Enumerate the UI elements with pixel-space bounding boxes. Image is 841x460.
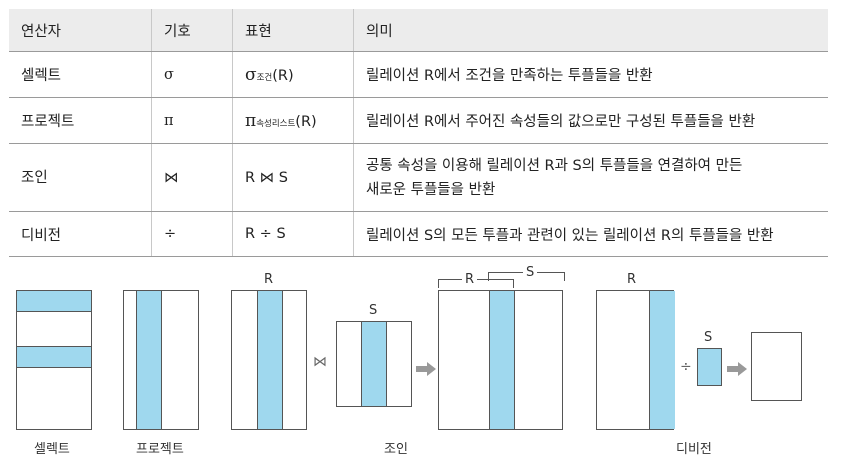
- expr-main: σ: [245, 64, 257, 85]
- division-label-s: S: [704, 330, 713, 345]
- division-result-box: [751, 332, 802, 401]
- operator-expression: σ조건(R): [232, 51, 354, 98]
- join-result-common-column: [489, 291, 515, 429]
- division-label-r: R: [627, 272, 637, 287]
- select-highlight-row: [17, 290, 91, 312]
- join-label-s: S: [369, 303, 378, 318]
- operator-name: 조인: [9, 143, 152, 212]
- join-s-common-column: [361, 322, 387, 406]
- operator-table: 연산자 기호 표현 의미 셀렉트 σ σ조건(R) 릴레이션 R에서 조건을 만…: [9, 9, 828, 257]
- join-symbol: ⋈: [313, 354, 327, 370]
- operator-expression: R ÷ S: [232, 211, 354, 257]
- join-relation-r-box: [231, 290, 307, 430]
- meaning-line: 공통 속성을 이용해 릴레이션 R과 S의 투플들을 연결하여 만든: [366, 157, 743, 174]
- join-result-label-r: R: [462, 272, 478, 287]
- division-relation-s-box: [697, 348, 722, 386]
- operator-symbol: ÷: [151, 211, 233, 257]
- division-result-arrow-icon: [727, 362, 747, 376]
- join-r-common-column: [257, 291, 283, 429]
- table-row-select: 셀렉트 σ σ조건(R) 릴레이션 R에서 조건을 만족하는 투플들을 반환: [9, 51, 828, 98]
- header-expression: 표현: [232, 9, 354, 52]
- select-highlight-row: [17, 346, 91, 368]
- operator-name: 디비전: [9, 211, 152, 257]
- expr-tail: (R): [295, 113, 317, 130]
- operator-expression: R ⋈ S: [232, 143, 354, 212]
- join-result-label-s: S: [523, 265, 538, 280]
- division-relation-r-box: [596, 290, 675, 430]
- select-caption: 셀렉트: [34, 442, 70, 457]
- operator-symbol: ⋈: [151, 143, 233, 212]
- header-symbol: 기호: [151, 9, 233, 52]
- join-label-r: R: [264, 272, 274, 287]
- meaning-line: 릴레이션 R에서 조건을 만족하는 투플들을 반환: [366, 68, 653, 84]
- division-r-column: [649, 291, 675, 429]
- join-caption: 조인: [384, 442, 408, 457]
- expr-main: R ⋈ S: [245, 169, 288, 186]
- join-result-arrow-icon: [416, 362, 436, 376]
- meaning-line: 릴레이션 R에서 주어진 속성들의 값으로만 구성된 투플들을 반환: [366, 114, 756, 130]
- table-header-row: 연산자 기호 표현 의미: [9, 9, 828, 52]
- division-symbol: ÷: [680, 359, 692, 375]
- project-highlight-column: [136, 291, 162, 429]
- join-result-box: [438, 290, 563, 430]
- header-operator: 연산자: [9, 9, 152, 52]
- table-row-division: 디비전 ÷ R ÷ S 릴레이션 S의 모든 투플과 관련이 있는 릴레이션 R…: [9, 211, 828, 257]
- meaning-line: 새로운 투플들을 반환: [366, 181, 496, 198]
- project-caption: 프로젝트: [136, 442, 184, 457]
- operator-meaning: 공통 속성을 이용해 릴레이션 R과 S의 투플들을 연결하여 만든 새로운 투…: [353, 143, 828, 212]
- operator-meaning: 릴레이션 R에서 조건을 만족하는 투플들을 반환: [353, 51, 828, 98]
- table-row-project: 프로젝트 π π속성리스트(R) 릴레이션 R에서 주어진 속성들의 값으로만 …: [9, 97, 828, 144]
- header-meaning: 의미: [353, 9, 828, 52]
- operator-expression: π속성리스트(R): [232, 97, 354, 144]
- operator-meaning: 릴레이션 S의 모든 투플과 관련이 있는 릴레이션 R의 투플들을 반환: [353, 211, 828, 257]
- operator-name: 프로젝트: [9, 97, 152, 144]
- expr-subscript: 조건: [256, 72, 273, 83]
- table-row-join: 조인 ⋈ R ⋈ S 공통 속성을 이용해 릴레이션 R과 S의 투플들을 연결…: [9, 143, 828, 212]
- meaning-line: 릴레이션 S의 모든 투플과 관련이 있는 릴레이션 R의 투플들을 반환: [366, 227, 774, 244]
- expr-subscript: 속성리스트: [256, 118, 296, 129]
- operator-symbol: π: [151, 97, 233, 144]
- operator-name: 셀렉트: [9, 51, 152, 98]
- operator-meaning: 릴레이션 R에서 주어진 속성들의 값으로만 구성된 투플들을 반환: [353, 97, 828, 144]
- expr-main: R ÷ S: [245, 226, 286, 242]
- join-relation-s-box: [336, 321, 412, 407]
- operator-symbol: σ: [151, 51, 233, 98]
- expr-main: π: [245, 110, 257, 131]
- expr-tail: (R): [272, 67, 294, 84]
- division-caption: 디비전: [676, 442, 712, 457]
- select-relation-box: [16, 290, 92, 430]
- project-relation-box: [123, 290, 199, 430]
